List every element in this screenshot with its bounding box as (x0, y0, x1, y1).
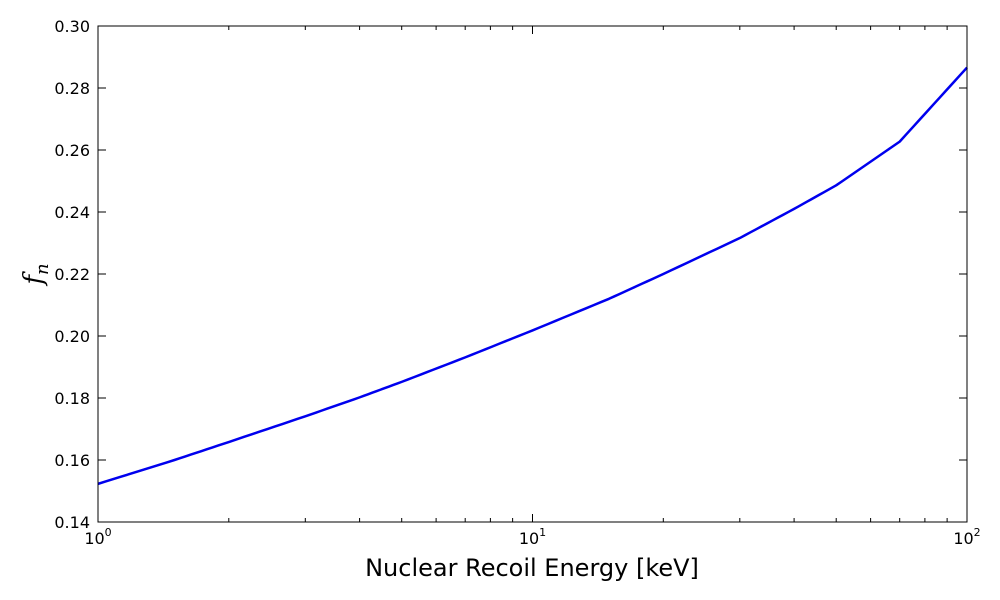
y-tick-label: 0.14 (54, 513, 90, 532)
y-axis-label-subscript: n (32, 263, 53, 275)
y-tick-label: 0.16 (54, 451, 90, 470)
x-tick-labels: 100 101 102 (84, 526, 980, 548)
minor-ticks (228, 26, 948, 522)
y-tick-label: 0.28 (54, 79, 90, 98)
y-tick-label: 0.18 (54, 389, 90, 408)
y-tick-label: 0.24 (54, 203, 90, 222)
series-line (97, 66, 968, 486)
y-tick-label: 0.26 (54, 141, 90, 160)
y-tick-label: 0.22 (54, 265, 90, 284)
x-axis-label: Nuclear Recoil Energy [keV] (365, 554, 699, 582)
plot-frame (97, 25, 968, 523)
y-tick-labels: 0.14 0.16 0.18 0.20 0.22 0.24 0.26 0.28 0.30 (54, 17, 90, 532)
x-tick-label: 100 (84, 526, 111, 548)
x-tick-label: 102 (953, 526, 980, 548)
y-tick-label: 0.30 (54, 17, 90, 36)
y-tick-label: 0.20 (54, 327, 90, 346)
x-tick-label: 101 (519, 526, 546, 548)
series-layer (97, 66, 968, 486)
